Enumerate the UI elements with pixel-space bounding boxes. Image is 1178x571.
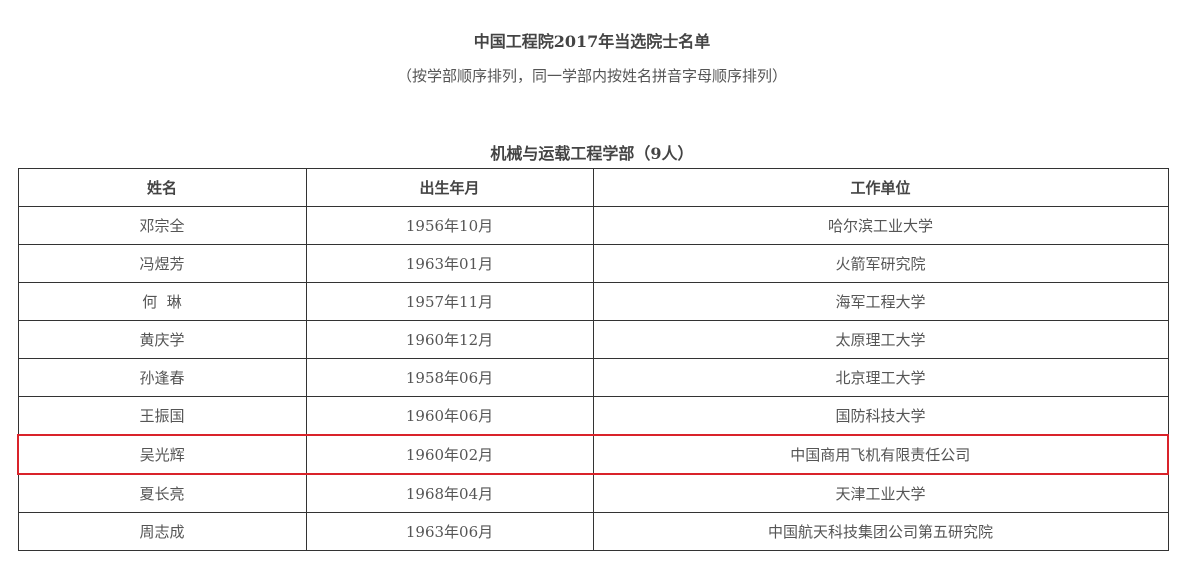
cell-birth: 1958年06月 <box>305 358 594 397</box>
table-row: 孙逢春 1958年06月 北京理工大学 <box>17 358 1169 397</box>
cell-employer: 国防科技大学 <box>592 396 1169 436</box>
cell-birth: 1960年06月 <box>305 396 594 436</box>
cell-name: 冯煜芳 <box>17 244 307 283</box>
cell-employer: 海军工程大学 <box>592 282 1169 321</box>
cell-employer: 太原理工大学 <box>592 320 1169 359</box>
table-row: 王振国 1960年06月 国防科技大学 <box>17 396 1169 436</box>
cell-name: 何 琳 <box>17 282 307 321</box>
table-header-row: 姓名 出生年月 工作单位 <box>17 168 1169 207</box>
cell-employer: 火箭军研究院 <box>592 244 1169 283</box>
cell-name: 孙逢春 <box>17 358 307 397</box>
cell-birth: 1963年01月 <box>305 244 594 283</box>
cell-employer: 天津工业大学 <box>592 473 1169 513</box>
cell-employer: 哈尔滨工业大学 <box>592 206 1169 245</box>
cell-birth: 1957年11月 <box>305 282 594 321</box>
cell-employer: 中国商用飞机有限责任公司 <box>592 434 1169 475</box>
table-row-highlighted: 吴光辉 1960年02月 中国商用飞机有限责任公司 <box>17 434 1169 475</box>
cell-name: 邓宗全 <box>17 206 307 245</box>
cell-birth: 1956年10月 <box>305 206 594 245</box>
cell-birth: 1968年04月 <box>305 473 594 513</box>
header-birth: 出生年月 <box>305 168 594 207</box>
table-row: 黄庆学 1960年12月 太原理工大学 <box>17 320 1169 359</box>
cell-birth: 1960年02月 <box>305 434 594 475</box>
cell-name: 吴光辉 <box>17 434 307 475</box>
table-row: 何 琳 1957年11月 海军工程大学 <box>17 282 1169 321</box>
table-row: 邓宗全 1956年10月 哈尔滨工业大学 <box>17 206 1169 245</box>
table-row: 周志成 1963年06月 中国航天科技集团公司第五研究院 <box>17 512 1169 551</box>
department-heading: 机械与运载工程学部（9人） <box>490 144 694 163</box>
header-employer: 工作单位 <box>592 168 1169 207</box>
cell-employer: 中国航天科技集团公司第五研究院 <box>592 512 1169 551</box>
table-row: 冯煜芳 1963年01月 火箭军研究院 <box>17 244 1169 283</box>
document-title: 中国工程院2017年当选院士名单 <box>473 32 711 51</box>
header-name: 姓名 <box>17 168 307 207</box>
cell-name: 黄庆学 <box>17 320 307 359</box>
cell-name: 夏长亮 <box>17 473 307 513</box>
cell-employer: 北京理工大学 <box>592 358 1169 397</box>
document-subtitle: （按学部顺序排列，同一学部内按姓名拼音字母顺序排列） <box>396 67 787 85</box>
cell-name: 王振国 <box>17 396 307 436</box>
table-row: 夏长亮 1968年04月 天津工业大学 <box>17 473 1169 513</box>
academician-table: 姓名 出生年月 工作单位 邓宗全 1956年10月 哈尔滨工业大学 冯煜芳 1963年0… <box>17 168 1169 551</box>
cell-birth: 1963年06月 <box>305 512 594 551</box>
cell-birth: 1960年12月 <box>305 320 594 359</box>
cell-name: 周志成 <box>17 512 307 551</box>
